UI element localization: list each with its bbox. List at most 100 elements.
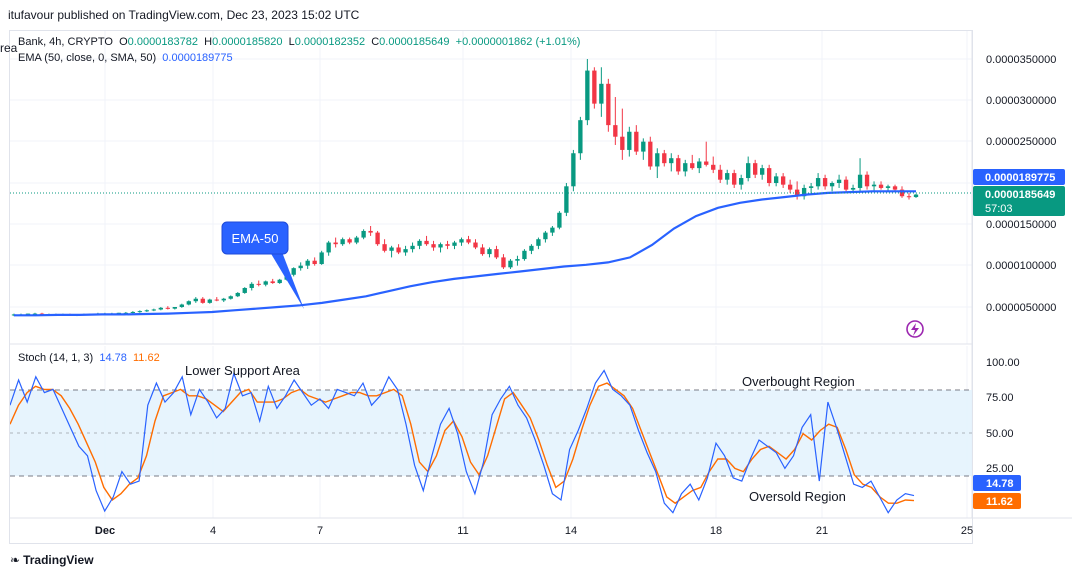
candle-body [557,212,562,228]
candle-body [298,265,303,269]
candle-body [137,311,143,313]
stoch-tick: 50.00 [986,428,1014,440]
candle-body [829,183,835,187]
candle-body [683,163,688,172]
candle-body [732,173,737,185]
candle-body [382,244,387,251]
stoch-k-line [10,369,915,514]
legend-o-label: O [119,36,128,48]
candle-body [578,120,583,154]
candle-body [746,163,751,179]
candle-body [200,298,205,303]
candle-body [529,245,534,251]
candle-body [193,298,198,302]
candle-body [466,239,471,243]
stoch-axis: 100.00 75.00 50.00 25.00 [986,357,1020,475]
price-tick: 0.0000250000 [986,136,1056,148]
candle-body [676,158,681,172]
candle-body [431,244,436,248]
legend-main: Bank, 4h, CRYPTO O0.0000183782 H0.000018… [18,36,580,48]
candle-body [620,136,625,150]
candle-body [878,184,884,188]
candle-body [822,178,828,187]
candle-body [787,184,793,190]
lower-support-label: Lower Support Area [185,363,301,378]
price-tick: 0.0000100000 [986,260,1056,272]
legend-c-label: C [371,36,380,48]
time-tick: Dec [95,525,115,537]
legend-stoch-k: 14.78 [99,352,127,364]
candle-body [522,250,527,260]
legend-change: +0.0000001862 (+1.01%) [455,36,581,48]
legend-ema: EMA (50, close, 0, SMA, 50) 0.0000189775 [18,52,233,64]
candle-body [277,279,282,284]
candle-body [249,283,254,288]
legend-stoch-d: 11.62 [133,352,160,364]
time-tick: 21 [816,525,828,537]
candle-body [172,307,177,309]
candle-body [648,141,653,167]
flash-icon[interactable] [906,320,924,338]
candle-body [892,186,898,190]
candle-body [885,186,891,188]
legend-symbol: Bank, 4h, CRYPTO [18,36,113,48]
price-tick: 0.0000050000 [986,302,1056,314]
stoch-d-line [10,382,915,505]
time-axis: Dec 4 7 11 14 18 21 25 [95,525,973,537]
candle-body [186,301,191,305]
candle-body [801,187,807,197]
legend-stoch-label: Stoch (14, 1, 3) [18,352,94,364]
candle-body [508,260,513,268]
stoch-k-badge-text: 14.78 [986,478,1014,490]
candle-body [739,178,744,185]
candle-body [913,194,919,198]
candle-body [473,242,478,248]
candle-body [613,125,618,137]
candle-body [655,153,660,167]
candle-body [704,161,709,165]
candle-body [641,141,646,152]
ema-badge-text: 0.0000189775 [985,172,1055,184]
countdown-text: 57:03 [985,203,1013,215]
candle-body [158,307,164,310]
candle-body [697,161,702,169]
time-tick: 7 [317,525,323,537]
candle-body [214,299,219,301]
ema-callout-pointer [270,252,304,309]
candle-body [585,70,590,121]
header-publisher: itufavour published on TradingView.com, … [8,8,360,22]
legend-h-label: H [204,36,213,48]
legend-l-value: 0.0000182352 [294,36,366,48]
candle-body [543,232,548,240]
candle-body [333,242,338,245]
oversold-label: Oversold Region [749,489,846,504]
candle-body [773,176,779,183]
candle-body [669,158,674,164]
candle-body [235,292,240,297]
candle-body [270,281,275,284]
footer-brand: TradingView [23,553,94,567]
legend-ema-label: EMA (50, close, 0, SMA, 50) [18,52,157,64]
grid-lines [10,31,972,518]
candle-body [326,242,331,253]
candle-body [32,313,38,315]
candle-body [410,245,415,250]
legend-ema-value: 0.0000189775 [162,52,233,64]
candle-body [368,230,373,233]
candle-body [850,187,856,190]
candle-body [354,237,359,243]
candle-body [165,307,170,309]
candle-body [725,173,730,180]
candle-body [606,83,611,126]
candle-body [116,312,122,314]
candle-body [221,298,226,301]
candle-body [340,239,345,245]
overbought-label: Overbought Region [742,374,855,389]
candle-body [417,240,422,246]
candle-body [592,70,597,104]
candle-body [906,196,912,198]
candle-body [836,179,842,183]
candle-body [179,304,184,307]
candle-body [396,247,401,253]
